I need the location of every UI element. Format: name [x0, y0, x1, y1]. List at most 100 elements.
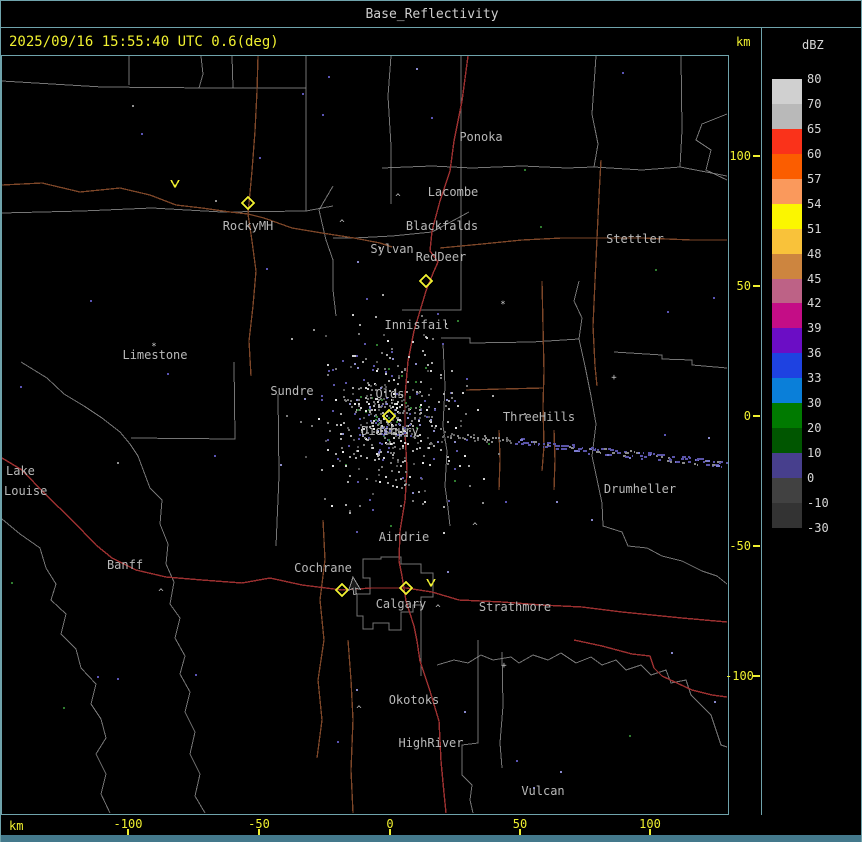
clutter-echo: [373, 365, 375, 367]
clutter-echo: [354, 413, 356, 415]
clutter-echo: [342, 360, 344, 362]
scale-label: 60: [807, 146, 822, 161]
boundary-line: [2, 518, 111, 814]
clutter-echo: [358, 438, 360, 440]
city-label: Lacombe: [428, 185, 479, 199]
clutter-echo: [398, 437, 400, 439]
clutter-echo: [420, 440, 422, 442]
clutter-echo: [404, 484, 406, 486]
interference-echo: [697, 464, 698, 466]
interference-echo: [644, 456, 647, 458]
clutter-echo: [454, 480, 456, 482]
clutter-echo: [445, 405, 447, 407]
speck-echo: [533, 787, 535, 789]
interference-echo: [543, 443, 545, 445]
right-axis-tick: [753, 155, 760, 157]
clutter-echo: [398, 394, 400, 396]
clutter-echo: [381, 425, 383, 427]
clutter-echo: [304, 398, 306, 400]
clutter-echo: [397, 383, 399, 385]
clutter-echo: [372, 493, 374, 495]
scale-block: [772, 428, 802, 454]
clutter-echo: [419, 434, 421, 436]
interference-echo: [573, 446, 575, 448]
clutter-echo: [362, 361, 364, 363]
boundary-line: [613, 351, 728, 369]
highway-road: [458, 599, 728, 623]
clutter-echo: [401, 375, 403, 377]
clutter-echo: [392, 406, 394, 408]
clutter-echo: [343, 422, 345, 424]
clutter-echo: [286, 415, 288, 417]
city-label: Banff: [107, 558, 143, 572]
clutter-echo: [401, 394, 403, 396]
clutter-echo: [345, 382, 347, 384]
interference-echo: [498, 437, 500, 439]
interference-echo: [682, 462, 685, 464]
bottom-axis-tick: [258, 829, 260, 835]
radar-map[interactable]: Ponoka Lacombe Blackfalds Sylvan RedDeer Stet…: [1, 55, 729, 815]
interference-echo: [596, 451, 600, 453]
clutter-echo: [437, 313, 439, 315]
speck-echo: [141, 133, 143, 135]
clutter-echo: [420, 412, 422, 414]
clutter-echo: [448, 400, 450, 402]
clutter-echo: [425, 367, 427, 369]
boundary-line: [198, 56, 204, 89]
clutter-echo: [442, 343, 444, 345]
clutter-echo: [374, 403, 376, 405]
clutter-echo: [377, 431, 379, 433]
clutter-echo: [427, 437, 429, 439]
clutter-echo: [444, 439, 446, 441]
clutter-echo: [349, 475, 351, 477]
scale-label: 42: [807, 296, 822, 311]
clutter-echo: [454, 400, 456, 402]
interference-echo: [670, 461, 672, 463]
clutter-echo: [385, 401, 387, 403]
right-axis-tick: [753, 285, 760, 287]
poi-marker: ^: [339, 219, 345, 229]
clutter-echo: [390, 407, 392, 409]
clutter-echo: [396, 417, 398, 419]
clutter-echo: [366, 401, 368, 403]
clutter-echo: [386, 397, 388, 399]
clutter-echo: [421, 395, 423, 397]
clutter-echo: [414, 434, 416, 436]
clutter-echo: [369, 406, 371, 408]
clutter-echo: [440, 377, 442, 379]
clutter-echo: [332, 369, 334, 371]
poi-marker: ^: [158, 588, 164, 598]
speck-echo: [524, 169, 526, 171]
clutter-echo: [434, 427, 436, 429]
clutter-echo: [357, 446, 359, 448]
clutter-echo: [429, 420, 431, 422]
speck-echo: [524, 413, 526, 415]
clutter-echo: [357, 367, 359, 369]
clutter-echo: [428, 394, 430, 396]
speck-echo: [167, 373, 169, 375]
clutter-echo: [392, 454, 394, 456]
clutter-echo: [428, 447, 430, 449]
clutter-echo: [348, 429, 350, 431]
interference-echo: [593, 449, 596, 451]
right-axis-tick: [753, 415, 760, 417]
clutter-echo: [400, 434, 402, 436]
clutter-echo: [431, 425, 433, 427]
clutter-echo: [395, 479, 397, 481]
clutter-echo: [381, 443, 383, 445]
clutter-echo: [384, 437, 386, 439]
interference-echo: [650, 454, 651, 456]
scale-label: -10: [807, 495, 829, 510]
clutter-echo: [367, 382, 369, 384]
clutter-echo: [424, 490, 426, 492]
clutter-echo: [419, 406, 421, 408]
clutter-echo: [380, 406, 382, 408]
clutter-echo: [370, 397, 372, 399]
scale-label: 80: [807, 72, 822, 86]
clutter-echo: [390, 452, 392, 454]
boundary-line: [356, 556, 434, 631]
secondary-road: [439, 237, 727, 249]
clutter-echo: [404, 435, 406, 437]
clutter-echo: [324, 498, 326, 500]
